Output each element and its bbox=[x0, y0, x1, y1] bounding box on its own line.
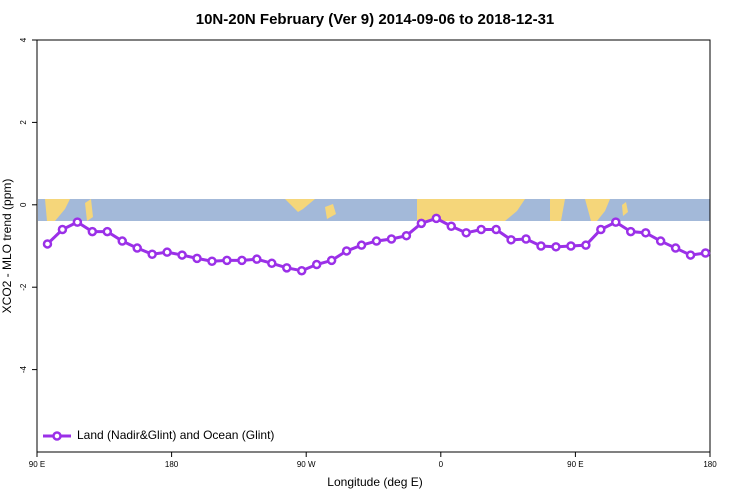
point bbox=[341, 246, 352, 256]
point bbox=[431, 213, 442, 224]
point bbox=[476, 224, 486, 235]
point bbox=[252, 254, 262, 264]
legend-marker bbox=[52, 431, 62, 441]
point bbox=[267, 258, 277, 269]
point bbox=[491, 224, 501, 235]
x-tick-label: 0 bbox=[439, 460, 444, 469]
plot-frame bbox=[36, 39, 711, 453]
point bbox=[596, 224, 606, 235]
y-tick-label: 4 bbox=[19, 37, 28, 42]
point bbox=[416, 218, 427, 229]
point bbox=[132, 243, 142, 253]
point bbox=[371, 236, 382, 246]
point bbox=[356, 240, 367, 250]
point bbox=[386, 234, 397, 244]
point bbox=[685, 250, 696, 260]
point bbox=[162, 247, 172, 257]
point bbox=[72, 217, 83, 227]
point bbox=[640, 228, 651, 238]
point bbox=[611, 217, 621, 227]
point bbox=[57, 224, 68, 235]
x-tick-label: 90 E bbox=[567, 460, 583, 469]
point bbox=[446, 221, 457, 231]
point bbox=[207, 256, 217, 266]
x-tick-label: 90 E bbox=[29, 460, 45, 469]
point bbox=[237, 255, 247, 266]
point bbox=[401, 230, 412, 241]
point bbox=[536, 241, 546, 251]
point bbox=[521, 234, 531, 244]
legend-label: Land (Nadir&Glint) and Ocean (Glint) bbox=[77, 428, 274, 442]
point bbox=[177, 250, 187, 260]
y-tick-label: 2 bbox=[19, 120, 28, 125]
point bbox=[102, 226, 113, 237]
point bbox=[700, 248, 711, 258]
point bbox=[311, 259, 322, 270]
point bbox=[326, 255, 337, 266]
point bbox=[87, 226, 98, 237]
point bbox=[566, 241, 576, 251]
point bbox=[581, 240, 591, 250]
point bbox=[282, 263, 292, 273]
point bbox=[147, 249, 157, 259]
map-band bbox=[38, 199, 710, 221]
point bbox=[625, 226, 636, 237]
point bbox=[42, 239, 53, 249]
point bbox=[296, 265, 307, 276]
point bbox=[506, 235, 516, 245]
point bbox=[461, 228, 471, 238]
point bbox=[117, 236, 127, 246]
x-tick-label: 90 W bbox=[297, 460, 316, 469]
x-axis-label: Longitude (deg E) bbox=[327, 475, 422, 489]
x-tick-label: 180 bbox=[703, 460, 717, 469]
point bbox=[551, 242, 561, 252]
y-tick-label: -2 bbox=[19, 283, 28, 291]
point bbox=[222, 255, 232, 266]
point bbox=[670, 243, 681, 253]
y-tick-label: 0 bbox=[19, 202, 28, 207]
y-tick-label: -4 bbox=[19, 365, 28, 373]
chart-title: 10N-20N February (Ver 9) 2014-09-06 to 2… bbox=[196, 11, 555, 28]
y-axis-label: XCO2 - MLO trend (ppm) bbox=[0, 179, 14, 314]
point bbox=[655, 236, 666, 246]
point bbox=[192, 253, 202, 264]
x-tick-label: 180 bbox=[165, 460, 179, 469]
